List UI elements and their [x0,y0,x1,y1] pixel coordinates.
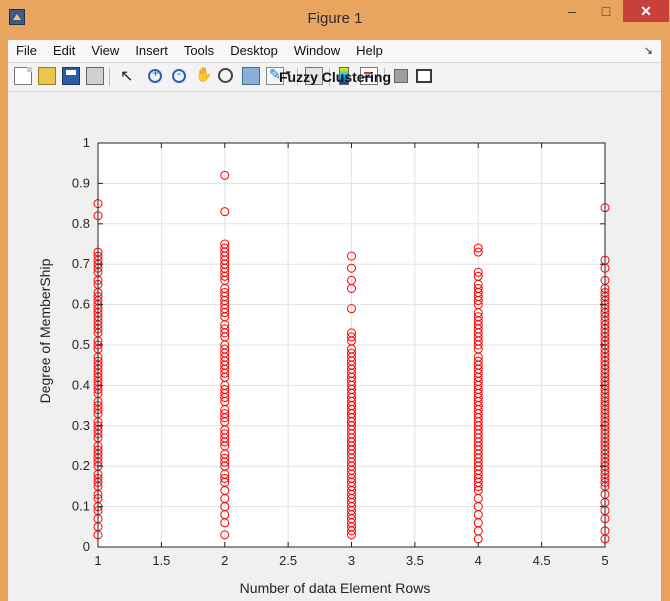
link-plot-icon[interactable] [305,67,323,85]
x-tick-label: 3 [348,553,355,568]
new-figure-icon[interactable] [14,67,32,85]
data-point [220,308,230,318]
data-point [473,267,483,277]
data-point [220,328,230,338]
data-cursor-icon[interactable] [242,67,260,85]
pan-icon[interactable] [194,66,212,85]
data-point [347,401,356,411]
data-point [220,207,230,217]
y-tick-label: 0.2 [72,458,90,473]
save-icon[interactable] [62,67,80,85]
menu-window[interactable]: Window [293,43,341,58]
data-point [347,437,356,447]
x-tick-label: 2.5 [279,553,297,568]
x-tick-label: 3.5 [406,553,424,568]
data-point [473,296,483,306]
colorbar-icon[interactable] [339,67,349,85]
zoom-in-icon[interactable] [148,66,162,83]
x-axis-label: Number of data Element Rows [239,580,431,596]
brush-dropdown-icon[interactable] [286,67,294,85]
data-point [220,170,230,180]
matlab-app-icon[interactable] [9,9,25,25]
menu-tools[interactable]: Tools [183,43,215,58]
menu-desktop[interactable]: Desktop [230,43,278,58]
minimize-button[interactable]: – [568,3,576,19]
data-point [220,271,230,281]
data-point [473,340,483,350]
data-point [473,481,483,491]
y-tick-label: 0.5 [72,337,90,352]
x-tick-label: 1.5 [152,553,170,568]
x-tick-label: 1 [94,553,101,568]
pointer-icon[interactable] [118,66,136,86]
data-point [347,263,356,273]
hide-plot-tools-icon[interactable] [394,69,408,83]
y-tick-label: 1 [83,135,90,150]
x-tick-label: 4.5 [533,553,551,568]
close-button[interactable]: ✕ [623,0,669,22]
brush-icon[interactable] [266,66,284,85]
print-icon[interactable] [86,67,104,85]
menu-help[interactable]: Help [356,43,383,58]
toolbar-separator [329,68,330,86]
y-tick-label: 0.8 [72,216,90,231]
y-tick-label: 0.6 [72,297,90,312]
data-point [347,332,356,342]
data-point [347,304,356,314]
data-point [220,518,230,528]
x-tick-label: 4 [475,553,482,568]
toolbar-separator [384,68,385,86]
y-tick-label: 0.4 [72,377,90,392]
x-tick-label: 5 [601,553,608,568]
show-plot-tools-icon[interactable] [416,69,432,83]
figure-toolbar [8,63,661,92]
legend-icon[interactable] [360,67,378,85]
data-point [220,457,230,467]
rotate-3d-icon[interactable] [218,68,233,83]
y-tick-label: 0.9 [72,175,90,190]
data-point [220,530,230,540]
dock-arrow-icon[interactable]: ↘ [643,45,653,57]
y-tick-label: 0 [83,539,90,554]
y-tick-label: 0.1 [72,499,90,514]
data-point [473,247,483,257]
chart-title: Fuzzy Clustering [278,69,391,85]
y-tick-label: 0.3 [72,418,90,433]
y-tick-label: 0.7 [72,256,90,271]
zoom-out-icon[interactable] [172,66,186,83]
data-point [347,530,356,540]
toolbar-separator [297,68,298,86]
data-point [347,526,356,536]
menu-insert[interactable]: Insert [135,43,168,58]
menu-view[interactable]: View [91,43,120,58]
window-title: Figure 1 [307,10,363,27]
data-point [220,473,230,483]
data-point [220,393,230,403]
data-point [220,437,230,447]
menu-bar: File Edit View Insert Tools Desktop Wind… [8,40,661,63]
maximize-button[interactable]: □ [601,3,611,19]
data-point [220,368,230,378]
data-point [473,243,483,253]
open-file-icon[interactable] [38,67,56,85]
x-tick-label: 2 [221,553,228,568]
data-point [347,283,356,293]
toolbar-separator [109,68,110,86]
data-point [220,413,230,423]
menu-edit[interactable]: Edit [52,43,76,58]
title-bar[interactable]: Figure 1 – □ ✕ [0,0,670,40]
data-point [347,251,356,261]
menu-file[interactable]: File [16,43,37,58]
